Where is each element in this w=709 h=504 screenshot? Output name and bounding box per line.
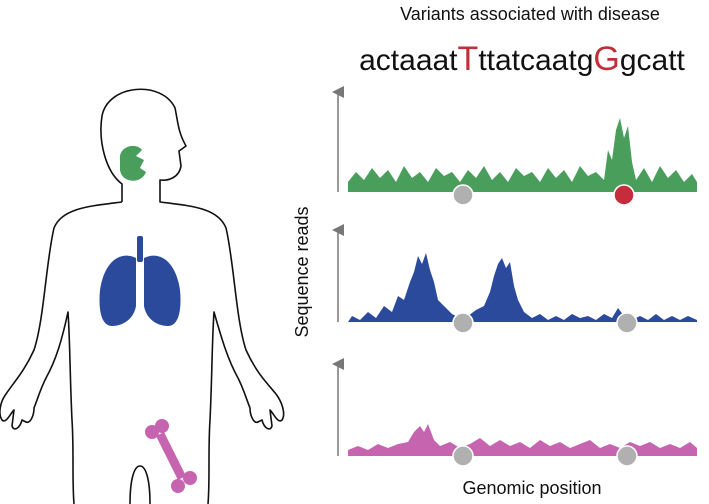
title: Variants associated with disease bbox=[400, 4, 660, 24]
sequence-segment: gcatt bbox=[620, 44, 686, 77]
reads-profile bbox=[348, 253, 697, 322]
sequence-segment: actaaat bbox=[359, 44, 458, 77]
variant-base: G bbox=[593, 40, 619, 78]
lungs bbox=[99, 236, 181, 326]
variant-base: T bbox=[458, 40, 479, 78]
sequence-segment: ttatcaatg bbox=[478, 44, 593, 77]
x-axis-label: Genomic position bbox=[462, 478, 601, 498]
sequence: actaaatTttatcaatgGgcatt bbox=[359, 40, 685, 78]
reads-profile bbox=[348, 118, 697, 192]
bone bbox=[145, 419, 197, 493]
y-axis-label: Sequence reads bbox=[292, 206, 312, 337]
variant-markers bbox=[452, 184, 638, 467]
body-outline bbox=[0, 88, 285, 504]
reads-profile bbox=[348, 424, 697, 456]
salivary-gland bbox=[119, 145, 146, 181]
